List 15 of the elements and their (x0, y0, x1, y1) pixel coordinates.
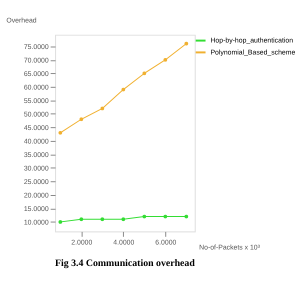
point (100, 106, 104, 110)
point (100, 217, 104, 222)
point (58, 220, 62, 224)
point (79, 117, 84, 122)
point (184, 42, 188, 46)
point (142, 72, 146, 76)
caption: Fig 3.4 Communication overhead (55, 258, 196, 269)
point (163, 58, 168, 62)
point (121, 88, 126, 92)
point (79, 217, 84, 222)
point (163, 214, 168, 218)
point (142, 214, 146, 218)
point (184, 214, 188, 218)
point (121, 217, 126, 222)
point (58, 130, 62, 135)
